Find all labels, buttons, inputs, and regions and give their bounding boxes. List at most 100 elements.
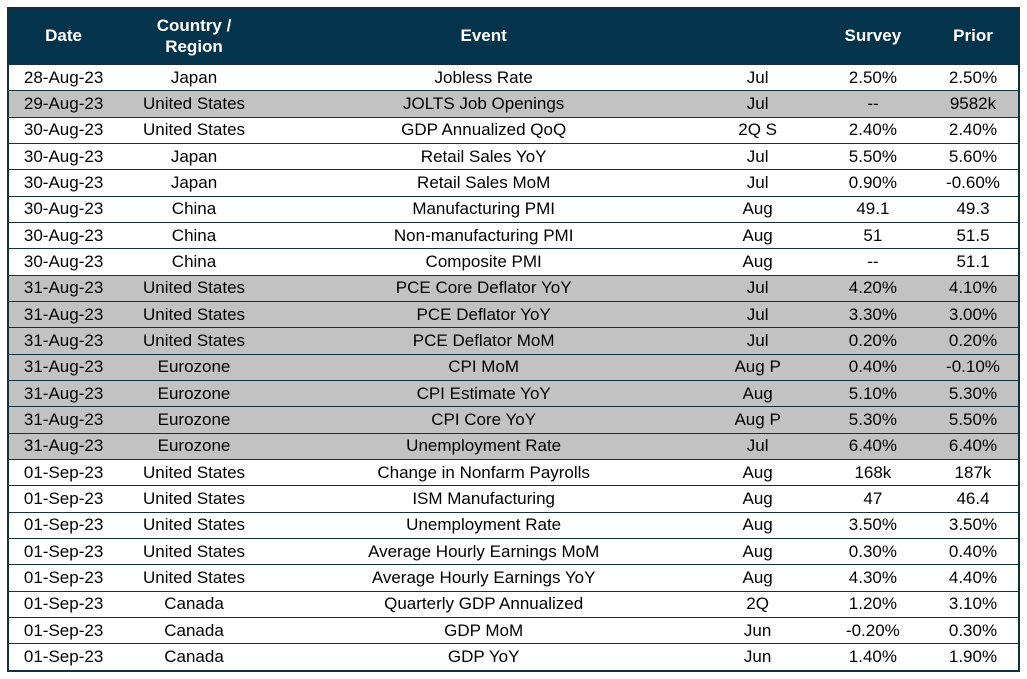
cell-event: Non-manufacturing PMI bbox=[269, 222, 698, 249]
cell-region: United States bbox=[118, 538, 270, 565]
cell-region: United States bbox=[118, 116, 270, 144]
col-header-region: Country / Region bbox=[118, 8, 270, 65]
cell-date: 31-Aug-23 bbox=[8, 432, 119, 460]
cell-prior: 4.10% bbox=[927, 274, 1019, 302]
table-row: 31-Aug-23 United States PCE Core Deflator … bbox=[8, 274, 1019, 302]
cell-date: 01-Sep-23 bbox=[8, 511, 119, 539]
cell-date: 01-Sep-23 bbox=[8, 538, 119, 565]
cell-prior: 51.5 bbox=[927, 222, 1019, 249]
cell-period: Jul bbox=[697, 327, 818, 355]
economic-calendar-table: Date Country / Region Event Survey Prior… bbox=[7, 7, 1020, 672]
cell-period: Jul bbox=[697, 169, 818, 197]
col-header-date: Date bbox=[8, 8, 119, 65]
cell-period: Jul bbox=[697, 432, 818, 460]
cell-prior: -0.10% bbox=[927, 353, 1019, 381]
cell-period: Jul bbox=[697, 90, 818, 118]
cell-survey: 1.20% bbox=[817, 590, 928, 618]
cell-region: Canada bbox=[118, 590, 270, 618]
cell-survey: 2.50% bbox=[817, 63, 928, 91]
cell-prior: 5.50% bbox=[927, 406, 1019, 434]
table-row: 30-Aug-23 Japan Retail Sales MoM Jul 0.90% -0… bbox=[8, 169, 1019, 197]
table-row: 30-Aug-23 China Composite PMI Aug -- 51.1 bbox=[8, 248, 1019, 276]
cell-survey: -- bbox=[817, 90, 928, 118]
table-row: 01-Sep-23 Canada GDP YoY Jun 1.40% 1.90% bbox=[8, 643, 1019, 671]
cell-date: 30-Aug-23 bbox=[8, 143, 119, 170]
cell-prior: 51.1 bbox=[927, 248, 1019, 276]
cell-event: PCE Deflator YoY bbox=[269, 301, 698, 328]
cell-date: 31-Aug-23 bbox=[8, 327, 119, 355]
cell-event: GDP MoM bbox=[269, 617, 698, 644]
cell-date: 31-Aug-23 bbox=[8, 353, 119, 381]
cell-region: Canada bbox=[118, 617, 270, 644]
cell-period: Aug P bbox=[697, 406, 818, 434]
cell-survey: 1.40% bbox=[817, 643, 928, 671]
cell-date: 30-Aug-23 bbox=[8, 116, 119, 144]
cell-event: Composite PMI bbox=[269, 248, 698, 276]
cell-event: PCE Deflator MoM bbox=[269, 327, 698, 355]
cell-region: United States bbox=[118, 90, 270, 118]
cell-region: United States bbox=[118, 301, 270, 328]
cell-survey: -0.20% bbox=[817, 617, 928, 644]
cell-prior: 5.60% bbox=[927, 143, 1019, 170]
cell-prior: 0.40% bbox=[927, 538, 1019, 565]
cell-region: Eurozone bbox=[118, 380, 270, 407]
cell-event: GDP YoY bbox=[269, 643, 698, 671]
col-header-event: Event bbox=[269, 8, 698, 65]
cell-date: 28-Aug-23 bbox=[8, 63, 119, 91]
table-row: 01-Sep-23 Canada GDP MoM Jun -0.20% 0.30% bbox=[8, 617, 1019, 644]
cell-event: CPI Core YoY bbox=[269, 406, 698, 434]
cell-prior: 9582k bbox=[927, 90, 1019, 118]
cell-date: 30-Aug-23 bbox=[8, 222, 119, 249]
cell-period: Aug bbox=[697, 538, 818, 565]
cell-period: Jul bbox=[697, 63, 818, 91]
cell-survey: 4.20% bbox=[817, 274, 928, 302]
cell-event: Manufacturing PMI bbox=[269, 195, 698, 223]
cell-event: PCE Core Deflator YoY bbox=[269, 274, 698, 302]
cell-date: 29-Aug-23 bbox=[8, 90, 119, 118]
cell-region: United States bbox=[118, 274, 270, 302]
cell-prior: 2.50% bbox=[927, 63, 1019, 91]
cell-prior: 0.20% bbox=[927, 327, 1019, 355]
col-header-period bbox=[697, 8, 818, 65]
cell-event: Quarterly GDP Annualized bbox=[269, 590, 698, 618]
cell-region: United States bbox=[118, 485, 270, 513]
cell-region: United States bbox=[118, 327, 270, 355]
table-body: 28-Aug-23 Japan Jobless Rate Jul 2.50% 2.50% 2… bbox=[8, 63, 1019, 671]
cell-region: United States bbox=[118, 564, 270, 592]
table-row: 31-Aug-23 Eurozone CPI Estimate YoY Aug 5.10… bbox=[8, 380, 1019, 407]
cell-survey: 0.90% bbox=[817, 169, 928, 197]
col-header-prior: Prior bbox=[927, 8, 1019, 65]
cell-date: 31-Aug-23 bbox=[8, 406, 119, 434]
cell-prior: 2.40% bbox=[927, 116, 1019, 144]
cell-period: Aug bbox=[697, 459, 818, 486]
cell-region: Eurozone bbox=[118, 353, 270, 381]
cell-period: 2Q S bbox=[697, 116, 818, 144]
cell-survey: 6.40% bbox=[817, 432, 928, 460]
cell-event: CPI MoM bbox=[269, 353, 698, 381]
cell-survey: 49.1 bbox=[817, 195, 928, 223]
table-row: 29-Aug-23 United States JOLTS Job Openings… bbox=[8, 90, 1019, 118]
cell-survey: 0.20% bbox=[817, 327, 928, 355]
cell-prior: 0.30% bbox=[927, 617, 1019, 644]
table-row: 28-Aug-23 Japan Jobless Rate Jul 2.50% 2.50% bbox=[8, 63, 1019, 91]
cell-prior: 3.10% bbox=[927, 590, 1019, 618]
cell-prior: 5.30% bbox=[927, 380, 1019, 407]
cell-period: Jun bbox=[697, 643, 818, 671]
cell-period: Jul bbox=[697, 274, 818, 302]
cell-date: 30-Aug-23 bbox=[8, 195, 119, 223]
cell-survey: 3.30% bbox=[817, 301, 928, 328]
cell-period: 2Q bbox=[697, 590, 818, 618]
cell-region: United States bbox=[118, 459, 270, 486]
cell-event: Retail Sales MoM bbox=[269, 169, 698, 197]
cell-survey: 51 bbox=[817, 222, 928, 249]
cell-period: Jul bbox=[697, 301, 818, 328]
cell-date: 31-Aug-23 bbox=[8, 274, 119, 302]
cell-date: 30-Aug-23 bbox=[8, 248, 119, 276]
cell-region: Japan bbox=[118, 63, 270, 91]
cell-period: Aug bbox=[697, 564, 818, 592]
cell-event: Change in Nonfarm Payrolls bbox=[269, 459, 698, 486]
cell-date: 01-Sep-23 bbox=[8, 459, 119, 486]
cell-date: 31-Aug-23 bbox=[8, 380, 119, 407]
cell-prior: 3.50% bbox=[927, 511, 1019, 539]
